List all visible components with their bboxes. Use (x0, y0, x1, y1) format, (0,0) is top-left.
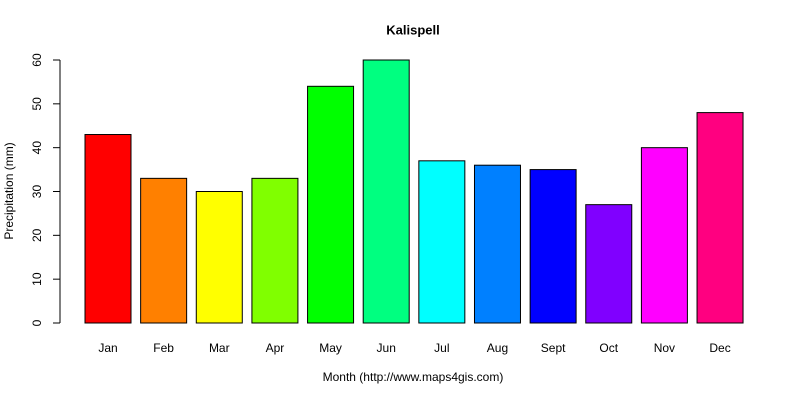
chart-title: Kalispell (386, 22, 439, 37)
x-tick-label: Dec (709, 341, 730, 355)
x-tick-label: Jun (377, 341, 396, 355)
y-tick-label: 20 (30, 228, 44, 242)
bar (362, 59, 410, 324)
x-axis-label: Month (http://www.maps4gis.com) (323, 370, 504, 384)
x-tick-label: Jan (98, 341, 117, 355)
x-tick-label: Jul (434, 341, 449, 355)
y-tick-label: 30 (30, 185, 44, 199)
x-tick-label: Apr (266, 341, 285, 355)
y-tick-label: 60 (30, 53, 44, 67)
bar (307, 85, 355, 324)
bar (473, 164, 521, 324)
bar (251, 177, 299, 324)
bar (84, 134, 132, 324)
x-tick-label: May (319, 341, 342, 355)
bar (696, 112, 744, 324)
bar (585, 204, 633, 324)
bar (529, 169, 577, 324)
x-tick-label: Nov (654, 341, 675, 355)
y-tick-label: 10 (30, 272, 44, 286)
y-tick-label: 0 (30, 319, 44, 326)
y-axis-label: Precipitation (mm) (2, 142, 16, 239)
bar (640, 147, 688, 324)
x-tick-label: Feb (153, 341, 174, 355)
bar (195, 191, 243, 324)
x-tick-label: Sept (541, 341, 566, 355)
x-tick-label: Oct (599, 341, 618, 355)
y-tick-label: 50 (30, 97, 44, 111)
bar (418, 160, 466, 324)
y-tick-label: 40 (30, 141, 44, 155)
x-tick-label: Aug (487, 341, 508, 355)
bar (140, 177, 188, 324)
x-tick-label: Mar (209, 341, 230, 355)
